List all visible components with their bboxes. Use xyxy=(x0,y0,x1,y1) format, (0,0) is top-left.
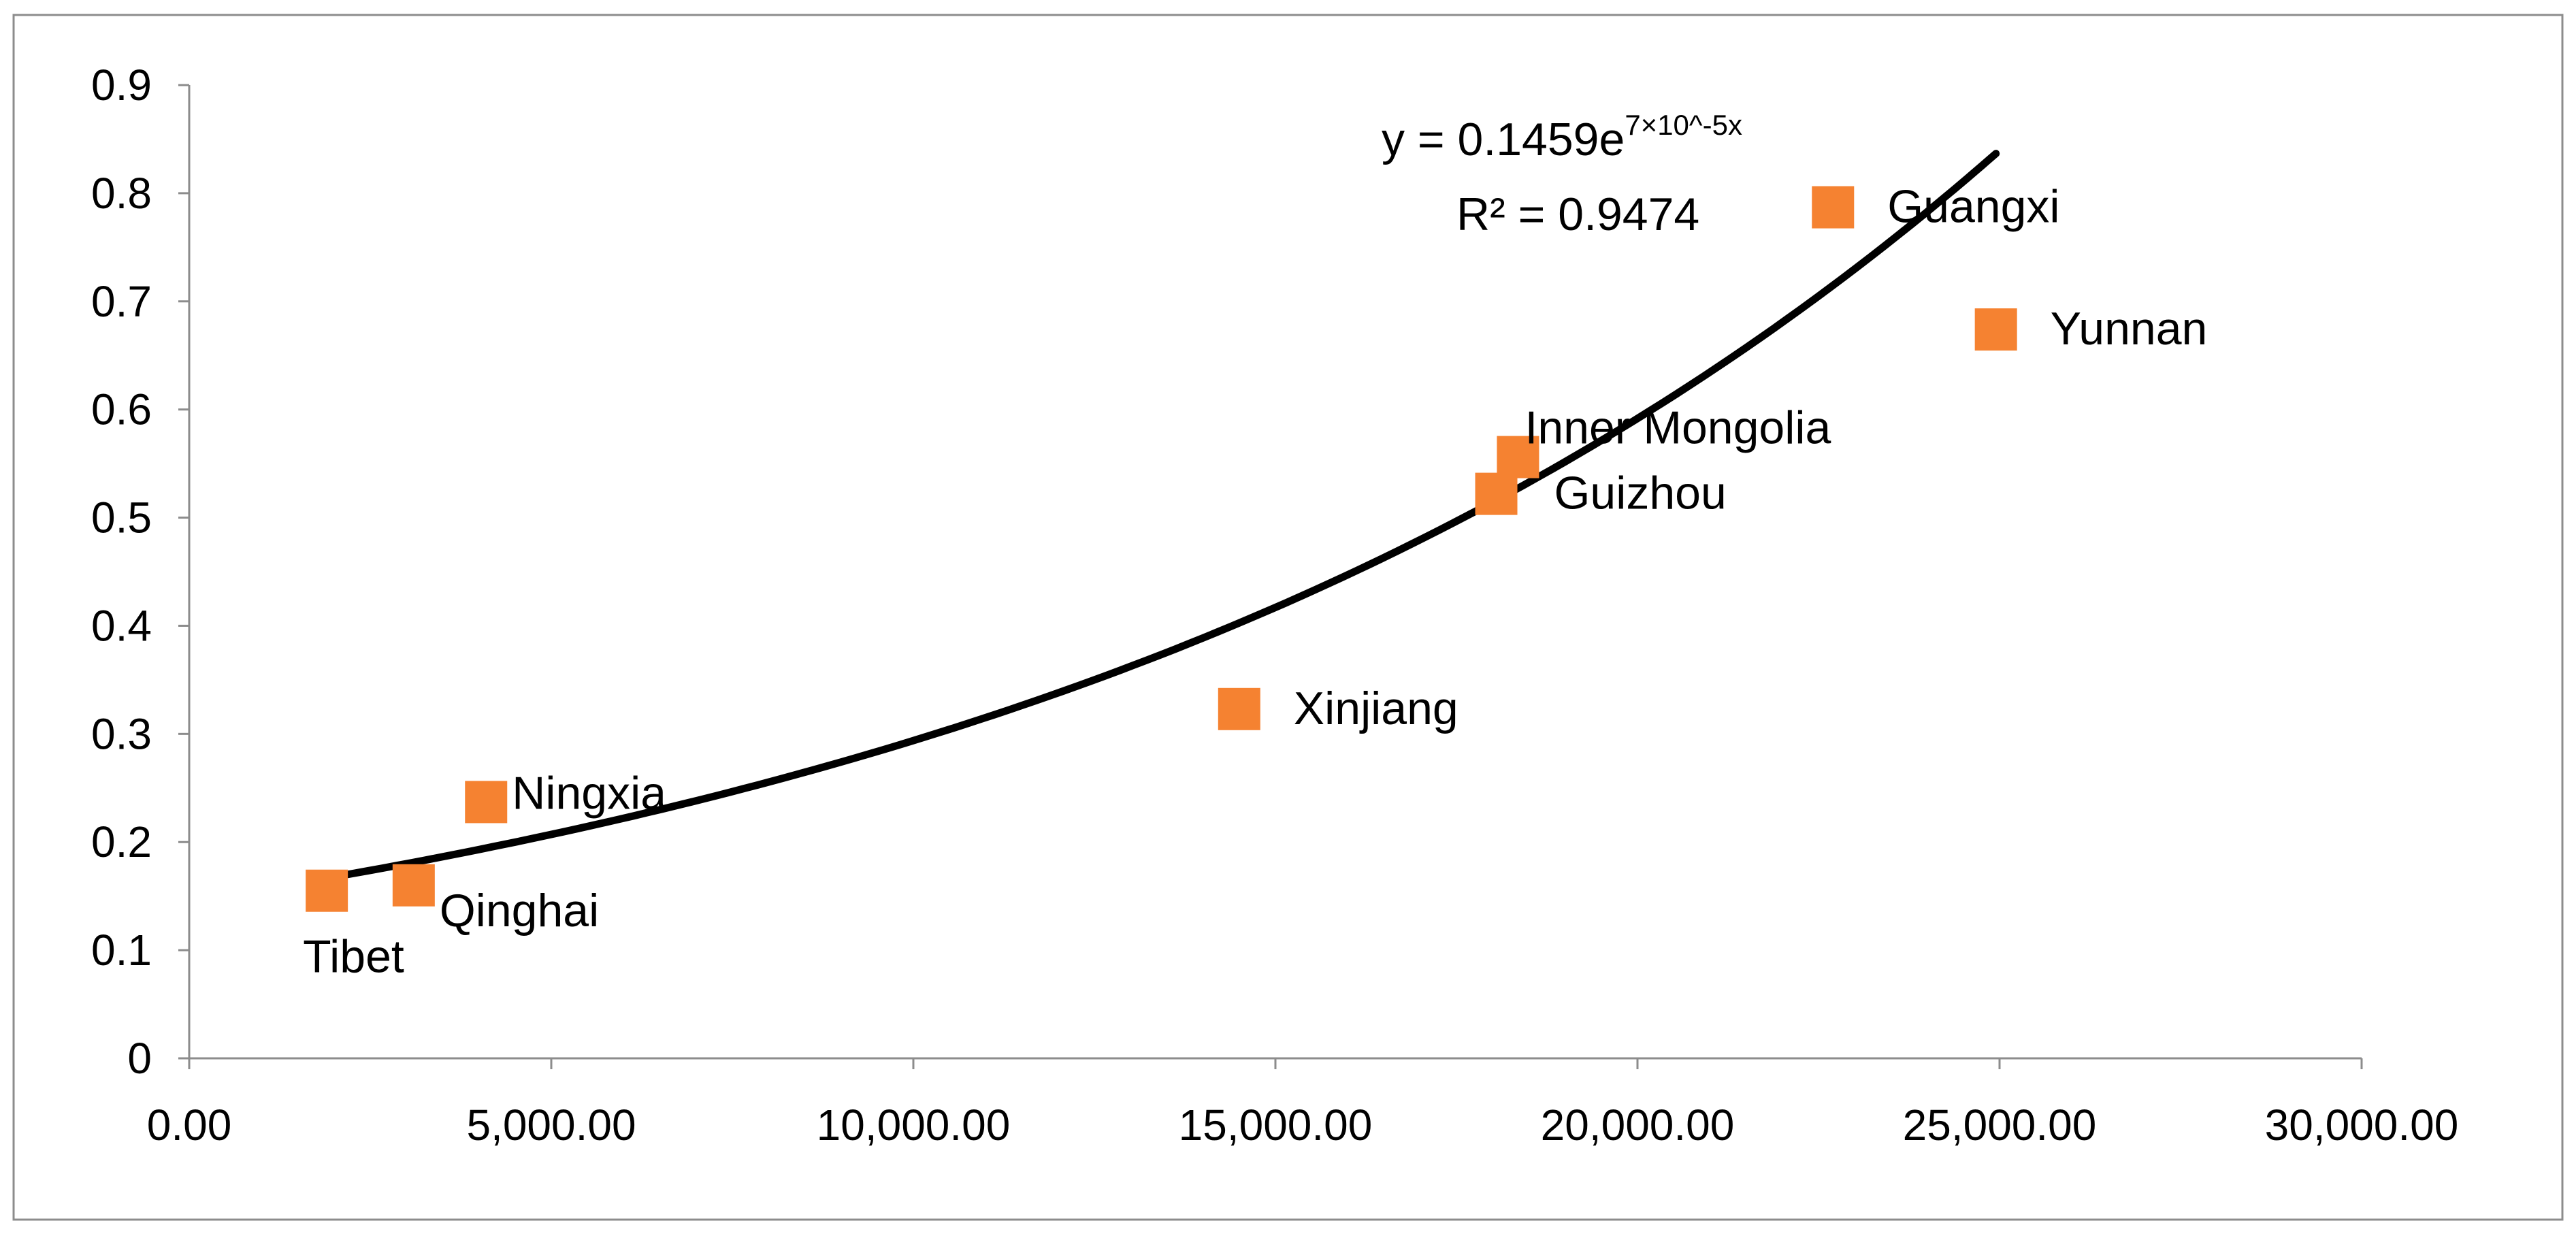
y-tick-label: 0.8 xyxy=(91,169,152,218)
point-label: Xinjiang xyxy=(1294,683,1458,734)
x-tick-label: 20,000.00 xyxy=(1541,1101,1735,1150)
data-point-ningxia xyxy=(465,781,508,824)
x-tick-label: 10,000.00 xyxy=(817,1101,1011,1150)
y-tick-label: 0.5 xyxy=(91,493,152,542)
data-point-yunnan xyxy=(1974,308,2017,351)
y-tick-label: 0.4 xyxy=(91,601,152,650)
equation-text: y = 0.1459e7×10^-5x xyxy=(1382,109,1742,165)
x-tick-label: 30,000.00 xyxy=(2265,1101,2459,1150)
equation-base: y = 0.1459e xyxy=(1382,114,1625,165)
trendline-equation: y = 0.1459e7×10^-5x R² = 0.9474 xyxy=(1382,109,1742,240)
trendline-curve xyxy=(323,150,2000,882)
data-point-guizhou xyxy=(1475,472,1518,515)
equation-exponent: 7×10^-5x xyxy=(1625,109,1742,141)
chart-frame xyxy=(12,14,2564,1221)
x-tick-label: 0.00 xyxy=(147,1101,232,1150)
data-points xyxy=(306,186,2017,912)
data-point-tibet xyxy=(306,869,348,912)
data-point-qinghai xyxy=(392,864,435,907)
point-labels: Tibet Qinghai Ningxia Xinjiang Guizhou Inner … xyxy=(303,181,2207,983)
point-label: Tibet xyxy=(303,931,404,983)
y-tick-label: 0 xyxy=(127,1034,152,1083)
point-label: Guangxi xyxy=(1887,181,2059,233)
point-label: Ningxia xyxy=(512,767,666,819)
y-tick-label: 0.3 xyxy=(91,709,152,758)
x-tick-label: 5,000.00 xyxy=(466,1101,636,1150)
y-tick-label: 0.2 xyxy=(91,817,152,866)
axes: 0 0.1 0.2 0.3 0.4 0.5 0.6 0.7 0.8 0.9 0.00 5,000.00… xyxy=(91,61,2458,1150)
x-tick-label: 15,000.00 xyxy=(1179,1101,1373,1150)
data-point-inner-mongolia xyxy=(1497,436,1539,478)
point-label: Yunnan xyxy=(2051,303,2208,355)
point-label: Qinghai xyxy=(440,885,599,936)
y-tick-label: 0.1 xyxy=(91,926,152,975)
trendline-group xyxy=(323,150,2000,882)
x-tick-label: 25,000.00 xyxy=(1903,1101,2097,1150)
y-tick-label: 0.7 xyxy=(91,277,152,326)
data-point-xinjiang xyxy=(1218,687,1260,730)
data-point-guangxi xyxy=(1812,186,1855,229)
r-squared-text: R² = 0.9474 xyxy=(1456,189,1699,240)
point-label: Guizhou xyxy=(1554,468,1727,519)
y-tick-label: 0.9 xyxy=(91,61,152,110)
point-label: Inner Mongolia xyxy=(1525,402,1831,454)
y-tick-label: 0.6 xyxy=(91,385,152,434)
